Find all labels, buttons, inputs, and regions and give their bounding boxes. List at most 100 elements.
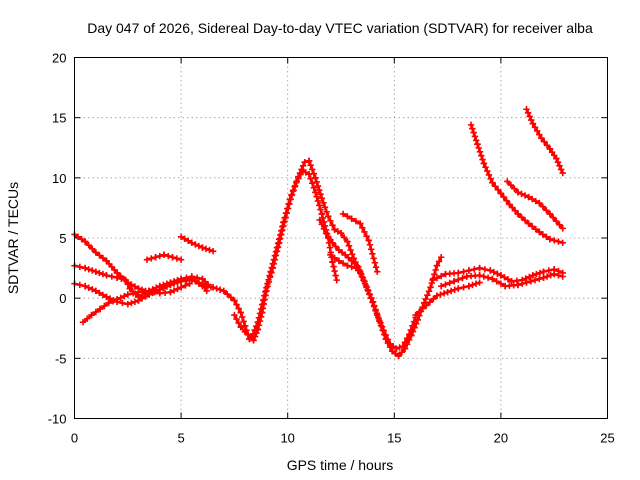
data-point-marker xyxy=(442,281,449,288)
data-point-marker xyxy=(253,322,260,330)
data-point-marker xyxy=(447,287,455,295)
data-point-marker xyxy=(305,157,313,165)
data-point-marker xyxy=(446,279,453,287)
data-point-marker xyxy=(438,254,445,261)
data-point-marker xyxy=(96,252,103,259)
data-point-marker xyxy=(313,193,320,200)
data-point-marker xyxy=(193,274,201,281)
data-point-marker xyxy=(340,234,348,241)
data-point-marker xyxy=(224,290,231,298)
data-point-marker xyxy=(109,297,117,305)
data-point-marker xyxy=(233,301,240,308)
data-point-marker xyxy=(264,280,271,287)
data-point-marker xyxy=(524,109,532,117)
data-point-marker xyxy=(431,271,438,278)
data-point-marker xyxy=(310,184,318,191)
data-point-marker xyxy=(438,282,445,290)
data-point-marker xyxy=(551,270,558,278)
data-point-marker xyxy=(345,242,353,250)
data-point-marker xyxy=(423,302,430,309)
data-point-marker xyxy=(533,127,541,135)
data-point-marker xyxy=(181,235,188,243)
data-point-marker xyxy=(541,138,548,145)
data-point-marker xyxy=(538,134,545,142)
data-point-marker xyxy=(92,268,100,275)
data-point-marker xyxy=(556,162,563,169)
data-point-marker xyxy=(268,264,275,271)
data-point-marker xyxy=(415,308,423,316)
series-11 xyxy=(339,210,381,275)
data-point-marker xyxy=(430,295,437,303)
data-point-marker xyxy=(195,242,203,250)
data-point-marker xyxy=(280,219,287,226)
data-point-marker xyxy=(240,318,247,325)
data-point-marker xyxy=(377,319,384,327)
data-point-marker xyxy=(316,186,323,194)
data-point-marker xyxy=(309,180,316,187)
data-point-marker xyxy=(206,246,213,254)
data-point-marker xyxy=(113,296,121,303)
data-point-marker xyxy=(476,279,483,286)
data-point-marker xyxy=(188,239,195,247)
data-point-marker xyxy=(284,205,291,212)
data-point-marker xyxy=(256,310,264,317)
data-point-marker xyxy=(92,249,100,256)
data-point-marker xyxy=(543,273,551,280)
data-point-marker xyxy=(493,278,500,285)
data-point-marker xyxy=(559,239,566,247)
data-point-marker xyxy=(365,237,372,244)
y-tick-label: 5 xyxy=(59,231,66,246)
data-point-marker xyxy=(422,295,429,303)
data-point-marker xyxy=(329,221,336,229)
data-point-marker xyxy=(118,275,125,283)
data-point-marker xyxy=(399,343,407,350)
data-point-marker xyxy=(273,244,281,251)
data-point-marker xyxy=(327,236,334,243)
data-point-marker xyxy=(546,236,554,243)
data-point-marker xyxy=(285,200,292,208)
data-point-marker xyxy=(429,276,436,284)
data-point-marker xyxy=(427,284,434,291)
data-point-marker xyxy=(89,286,96,293)
data-point-marker xyxy=(553,155,560,162)
data-point-marker xyxy=(474,140,481,148)
data-point-marker xyxy=(333,276,340,284)
data-point-marker xyxy=(487,175,494,182)
data-point-marker xyxy=(309,166,316,173)
data-point-marker xyxy=(278,227,285,234)
data-point-marker xyxy=(325,213,332,220)
data-point-marker xyxy=(337,229,345,237)
data-point-marker xyxy=(85,266,92,273)
data-point-marker xyxy=(364,286,371,293)
series-4 xyxy=(79,280,193,326)
data-point-marker xyxy=(312,189,319,196)
data-point-marker xyxy=(113,274,121,281)
data-point-marker xyxy=(478,152,485,159)
data-point-marker xyxy=(529,272,537,279)
data-point-marker xyxy=(84,315,91,322)
data-point-marker xyxy=(289,187,297,195)
data-point-marker xyxy=(203,287,210,295)
data-point-marker xyxy=(455,276,462,283)
data-point-marker xyxy=(352,264,360,272)
series-line xyxy=(506,180,564,230)
series-16 xyxy=(504,178,566,232)
data-point-marker xyxy=(484,167,491,175)
data-point-marker xyxy=(297,171,304,178)
series-7 xyxy=(199,157,445,360)
data-point-marker xyxy=(460,268,467,275)
data-point-marker xyxy=(320,225,328,232)
data-point-marker xyxy=(444,288,451,296)
data-point-marker xyxy=(152,254,159,261)
data-point-marker xyxy=(372,264,380,271)
data-point-marker xyxy=(523,106,530,113)
data-point-marker xyxy=(204,282,211,290)
data-point-marker xyxy=(348,251,356,258)
data-point-marker xyxy=(484,274,492,281)
data-point-marker xyxy=(209,248,217,255)
y-tick-label: 0 xyxy=(59,291,66,306)
data-point-marker xyxy=(326,244,334,251)
data-point-marker xyxy=(401,339,409,346)
data-point-marker xyxy=(332,272,339,279)
